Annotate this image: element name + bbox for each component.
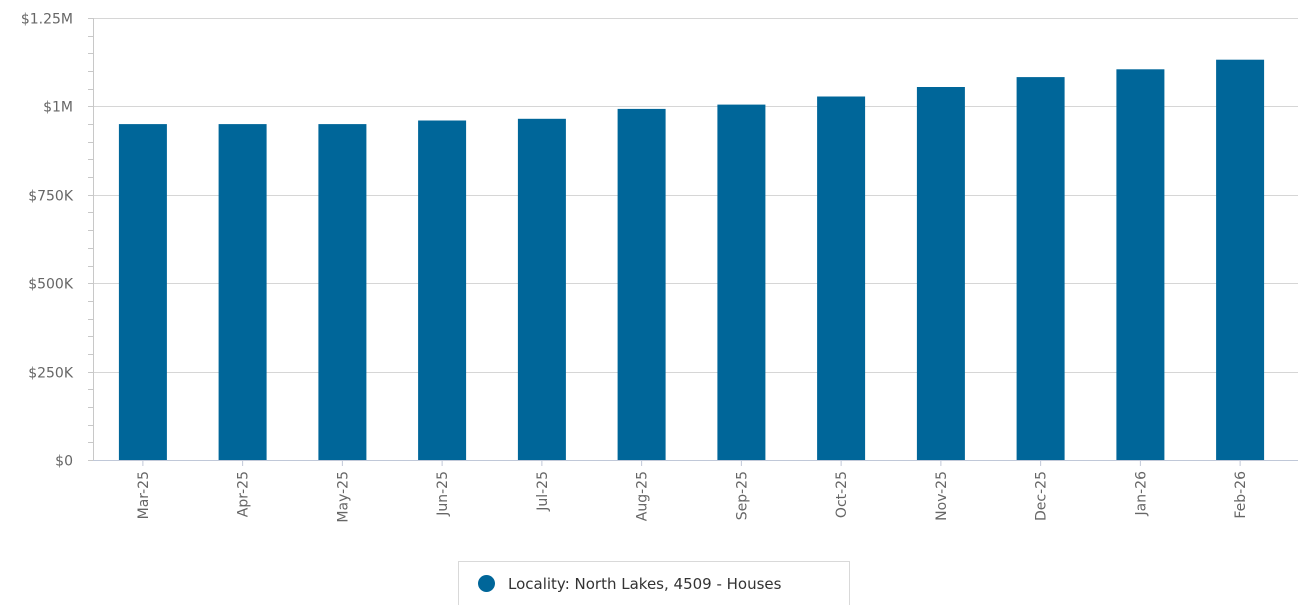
y-tick-label: $0 (55, 454, 73, 470)
legend-marker-icon (478, 575, 495, 592)
bar-may-25 (318, 124, 367, 460)
x-tick-label: Mar-25 (136, 471, 152, 519)
x-tick-label: Oct-25 (834, 471, 850, 518)
x-tick-label: Jan-26 (1133, 471, 1149, 517)
x-tick-label: May-25 (335, 471, 351, 523)
x-tick-label: Dec-25 (1034, 471, 1050, 521)
y-tick-label: $500K (28, 277, 74, 293)
x-tick-label: Nov-25 (934, 471, 950, 521)
bars (118, 59, 1265, 461)
y-tick-label: $1.25M (21, 12, 73, 28)
bar-dec-25 (1016, 77, 1065, 460)
y-tick-label: $1M (43, 100, 73, 116)
x-tick-labels: Mar-25 Apr-25 May-25 Jun-25 Jul-25 Aug-25 Sep-… (136, 471, 1249, 523)
x-tick-label: Apr-25 (236, 471, 252, 517)
legend-label[interactable]: Locality: North Lakes, 4509 - Houses (508, 574, 782, 593)
bar-nov-25 (916, 87, 965, 460)
gridlines (93, 18, 1298, 373)
x-tick-label: Sep-25 (734, 471, 750, 520)
x-tick-label: Aug-25 (635, 471, 651, 521)
bar-jun-25 (418, 120, 467, 460)
x-tick-label: Jul-25 (535, 471, 551, 512)
axes (88, 18, 1298, 466)
bar-aug-25 (617, 108, 666, 461)
bar-mar-25 (118, 124, 167, 460)
y-tick-labels: $0 $250K $500K $750K $1M $1.25M (21, 12, 74, 470)
y-tick-label: $250K (28, 366, 74, 382)
legend[interactable]: Locality: North Lakes, 4509 - Houses (458, 561, 850, 605)
y-tick-label: $750K (28, 189, 74, 205)
x-tick-label: Feb-26 (1233, 471, 1249, 519)
bar-oct-25 (817, 96, 866, 460)
bar-sep-25 (717, 104, 766, 460)
bar-jan-26 (1116, 69, 1165, 461)
bar-jul-25 (517, 118, 566, 461)
bar-feb-26 (1216, 59, 1265, 460)
bar-apr-25 (218, 124, 267, 460)
x-tick-label: Jun-25 (435, 471, 451, 517)
